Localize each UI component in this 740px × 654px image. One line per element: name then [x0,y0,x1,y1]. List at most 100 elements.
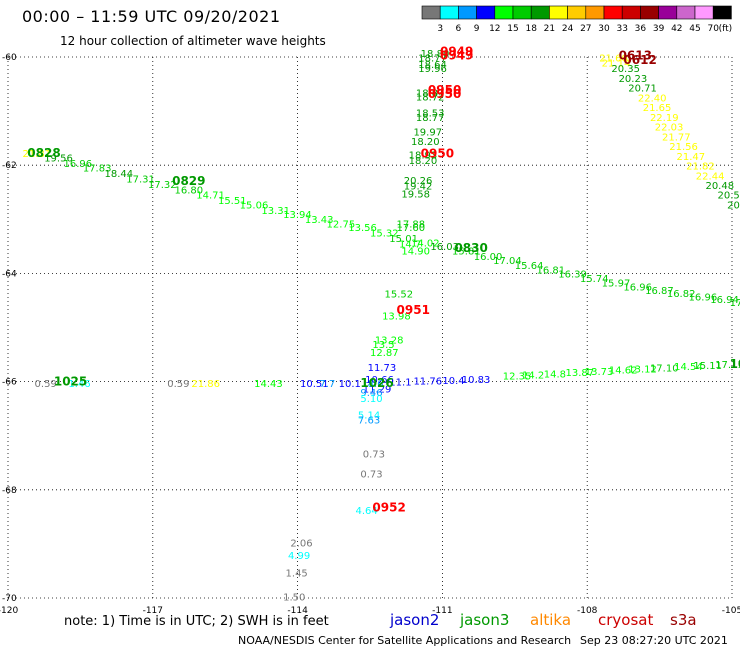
time-label: 0950 [428,83,461,97]
colorbar-swatch [439,5,459,20]
time-label: 0950 [421,147,454,161]
colorbar-swatch [567,5,587,20]
swh-value: 17.31 [126,175,155,186]
swh-value: 20.35 [611,64,640,75]
x-tick-label: -105 [722,606,740,616]
mission-jason3: jason3 [459,611,509,629]
swh-value: 19.56 [44,153,73,164]
swh-value: 20.59 [718,191,740,202]
swh-value: 16.87 [645,286,674,297]
swh-value: 1.46 [68,379,90,390]
y-tick-label: -66 [2,378,17,388]
swh-value: 12.75 [327,219,356,230]
swh-value: 21.77 [662,132,691,143]
colorbar-label: 18 [525,24,537,34]
colorbar-label: 36 [635,24,647,34]
axes: -60 -62 -64 -66 -68 -70 -120 -117 -114 -111 -108 -1… [0,53,740,616]
x-tick-label: -108 [577,606,598,616]
swh-value: 17.04 [493,256,522,267]
swh-value: 0.73 [363,449,385,460]
swh-value: 20.23 [619,74,648,85]
swh-value: 12.35 [503,371,532,382]
swh-value: 21.60 [599,53,628,64]
swh-value: 17.88 [397,219,426,230]
swh-value: 16.82 [667,289,696,300]
time-label: 0612 [623,53,656,67]
colorbar-label: 39 [653,24,665,34]
chart-title: 00:00 – 11:59 UTC 09/20/2021 [22,7,281,26]
swh-value: 13.56 [348,223,377,234]
swh-value: 16.00 [474,252,503,263]
swh-value: 13.5 [372,340,394,351]
swh-value: 13.43 [305,215,334,226]
y-tick-label: -70 [2,594,17,604]
colorbar-swatch [530,5,550,20]
swh-value: 15.97 [602,278,631,289]
colorbar-swatch [512,5,532,20]
swh-value: 7.63 [358,415,380,426]
swh-value: 19.42 [404,182,433,193]
colorbar-label: 9 [474,24,480,34]
time-label: 1026 [360,376,393,390]
swh-value: 1.50 [283,593,305,604]
swh-value: 20.26 [404,176,433,187]
swh-value: 1.45 [286,568,308,579]
swh-value: 11.76 [413,376,442,387]
colorbar-swatch [585,5,605,20]
swh-value: 11.29 [363,384,392,395]
time-label: 0951 [397,303,430,317]
colorbar-swatch [603,5,623,20]
swh-value: 16.96 [64,159,93,170]
colorbar-label: 21 [544,24,555,34]
swh-value: 20.48 [705,181,734,192]
colorbar-swatch [712,5,732,20]
y-tick-label: -68 [2,486,17,496]
swh-value: 21.86 [191,379,220,390]
swh-value: 15.74 [580,274,609,285]
swh-value: 0.59 [167,379,189,390]
marks: 21.8119.5616.9617.8318.4417.3117.3216.80… [22,44,740,603]
swh-value: 19.96 [418,64,447,75]
swh-value: 18.20 [411,137,440,148]
swh-value: 10.83 [462,375,491,386]
swh-value: 17.94 [730,298,740,309]
colorbar-swatch [640,5,659,20]
colorbar-label: (ft) [719,24,733,34]
swh-value: 18.72 [416,92,445,103]
colorbar-label: 12 [489,24,500,34]
swh-value: 7.7 [319,379,335,390]
colorbar-label: 30 [598,24,610,34]
swh-value: 20.71 [628,84,657,95]
swh-value: 18.77 [418,53,447,64]
colorbar-label: 33 [616,24,627,34]
swh-value: 16.96 [623,283,652,294]
swh-value: 18.77 [416,113,445,124]
swh-value: 13.87 [565,368,594,379]
time-label: 0952 [372,500,405,514]
swh-value: 16.39 [558,270,587,281]
swh-value: 13.28 [375,336,404,347]
swh-value: 2.06 [290,539,312,550]
swh-value: 21.47 [676,152,705,163]
y-tick-label: -60 [2,53,17,63]
time-label: 0613 [619,49,652,63]
colorbar-swatch [549,5,568,20]
swh-value: 15.11 [693,361,722,372]
swh-value: 14.43 [254,379,283,390]
x-tick-label: -114 [287,606,308,616]
swh-value: 17.83 [83,164,112,175]
swh-value: 16.03 [430,242,459,253]
swh-value: 5.14 [358,410,380,421]
x-tick-label: -111 [432,606,452,616]
colorbar-label: 42 [671,24,682,34]
time-label: 0949 [440,44,473,58]
colorbar: 3 6 9 12 15 18 21 24 27 30 33 36 39 42 45 70 (ft) [421,5,733,34]
swh-value: 4.64 [356,506,378,517]
footer-org: NOAA/NESDIS Center for Satellite Applica… [238,634,571,647]
swh-value: 15.51 [218,196,247,207]
swh-value: 13.31 [261,206,290,217]
colorbar-swatch [476,5,496,20]
x-tick-label: -120 [0,606,18,616]
